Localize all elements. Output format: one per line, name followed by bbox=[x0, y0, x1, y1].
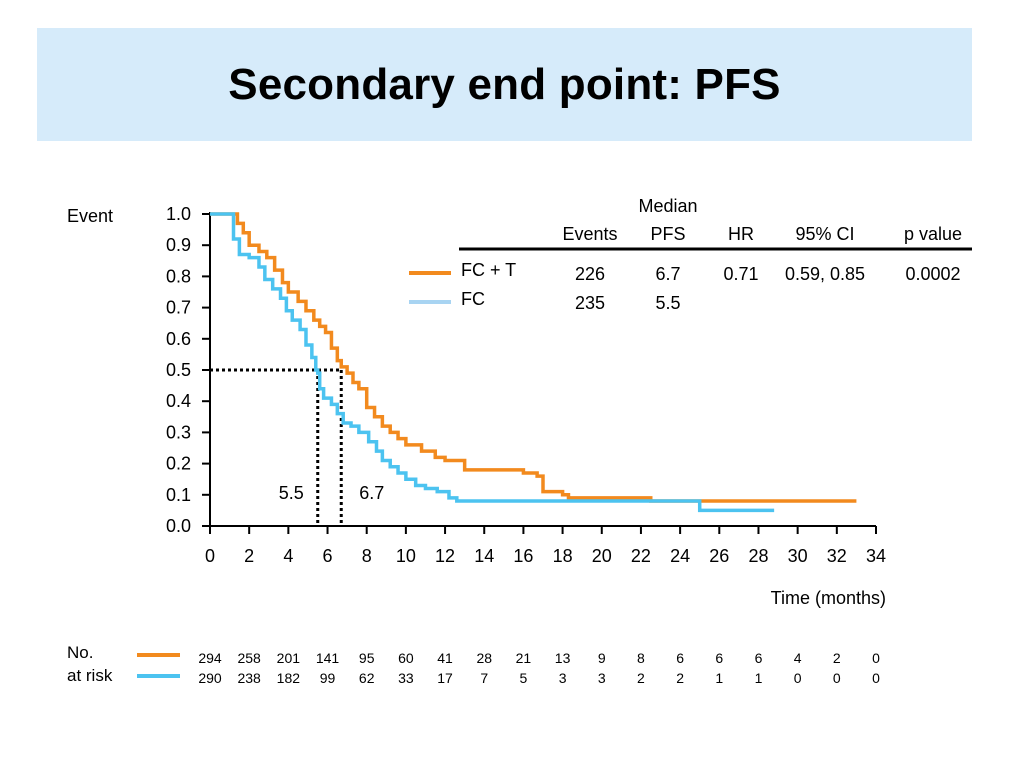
at-risk-fct-value: 294 bbox=[198, 650, 222, 666]
table-cell-pfs: 5.5 bbox=[655, 293, 680, 313]
at-risk-fc-value: 1 bbox=[755, 670, 763, 686]
at-risk-fct-value: 258 bbox=[237, 650, 261, 666]
y-tick-label: 0.2 bbox=[166, 454, 191, 474]
title-band: Secondary end point: PFS bbox=[37, 28, 972, 141]
y-axis-title: Event bbox=[67, 206, 113, 226]
y-tick-label: 1.0 bbox=[166, 204, 191, 224]
slide-title: Secondary end point: PFS bbox=[228, 59, 781, 109]
at-risk-fct-value: 2 bbox=[833, 650, 841, 666]
at-risk-fct-value: 41 bbox=[437, 650, 453, 666]
x-tick-label: 26 bbox=[709, 546, 729, 566]
at-risk-fct-value: 60 bbox=[398, 650, 414, 666]
at-risk-fc-value: 62 bbox=[359, 670, 375, 686]
at-risk-fct-value: 201 bbox=[277, 650, 301, 666]
at-risk-label-2: at risk bbox=[67, 666, 113, 685]
at-risk-fct-value: 6 bbox=[715, 650, 723, 666]
at-risk-fc-value: 33 bbox=[398, 670, 414, 686]
at-risk-fc-value: 238 bbox=[237, 670, 261, 686]
table-header-p: p value bbox=[904, 224, 962, 244]
at-risk-fct-value: 4 bbox=[794, 650, 802, 666]
x-tick-label: 20 bbox=[592, 546, 612, 566]
at-risk-fc-value: 3 bbox=[598, 670, 606, 686]
legend-label: FC + T bbox=[461, 260, 516, 280]
y-tick-label: 0.9 bbox=[166, 235, 191, 255]
x-tick-label: 16 bbox=[513, 546, 533, 566]
at-risk-fc-value: 0 bbox=[833, 670, 841, 686]
y-tick-label: 0.8 bbox=[166, 266, 191, 286]
y-tick-label: 0.6 bbox=[166, 329, 191, 349]
median-label-fct: 6.7 bbox=[359, 483, 384, 503]
at-risk-fc-value: 7 bbox=[480, 670, 488, 686]
fc-t-curve bbox=[210, 212, 857, 503]
at-risk-fct-value: 9 bbox=[598, 650, 606, 666]
x-tick-label: 14 bbox=[474, 546, 494, 566]
at-risk-fc-value: 5 bbox=[520, 670, 528, 686]
table-cell-p: 0.0002 bbox=[905, 264, 960, 284]
table-cell-events: 226 bbox=[575, 264, 605, 284]
at-risk-fct-value: 8 bbox=[637, 650, 645, 666]
x-tick-label: 8 bbox=[362, 546, 372, 566]
x-tick-label: 0 bbox=[205, 546, 215, 566]
legend-label: FC bbox=[461, 289, 485, 309]
at-risk-fc-value: 99 bbox=[320, 670, 336, 686]
table-cell-ci: 0.59, 0.85 bbox=[785, 264, 865, 284]
at-risk-fct-value: 95 bbox=[359, 650, 375, 666]
at-risk-fc-value: 2 bbox=[637, 670, 645, 686]
table-header-hr: HR bbox=[728, 224, 754, 244]
x-tick-label: 10 bbox=[396, 546, 416, 566]
x-tick-label: 28 bbox=[748, 546, 768, 566]
table-cell-hr: 0.71 bbox=[723, 264, 758, 284]
at-risk-fc-value: 17 bbox=[437, 670, 453, 686]
at-risk-fct-value: 21 bbox=[516, 650, 532, 666]
at-risk-fct-value: 6 bbox=[755, 650, 763, 666]
x-tick-label: 4 bbox=[283, 546, 293, 566]
table-header-events: Events bbox=[562, 224, 617, 244]
x-tick-label: 6 bbox=[323, 546, 333, 566]
at-risk-fc-value: 290 bbox=[198, 670, 222, 686]
at-risk-label-1: No. bbox=[67, 643, 93, 662]
at-risk-fc-value: 3 bbox=[559, 670, 567, 686]
y-tick-label: 0.0 bbox=[166, 516, 191, 536]
x-tick-label: 18 bbox=[553, 546, 573, 566]
at-risk-fc-value: 0 bbox=[794, 670, 802, 686]
x-axis-title: Time (months) bbox=[771, 588, 886, 608]
y-tick-label: 0.7 bbox=[166, 298, 191, 318]
at-risk-fct-value: 6 bbox=[676, 650, 684, 666]
x-tick-label: 22 bbox=[631, 546, 651, 566]
x-tick-label: 34 bbox=[866, 546, 886, 566]
at-risk-fct-value: 141 bbox=[316, 650, 340, 666]
fc-curve bbox=[210, 212, 775, 513]
y-tick-label: 0.1 bbox=[166, 485, 191, 505]
x-tick-label: 32 bbox=[827, 546, 847, 566]
at-risk-fc-value: 182 bbox=[277, 670, 301, 686]
table-header-ci: 95% CI bbox=[795, 224, 854, 244]
y-tick-label: 0.5 bbox=[166, 360, 191, 380]
y-tick-label: 0.4 bbox=[166, 391, 191, 411]
table-header-pfs: PFS bbox=[650, 224, 685, 244]
x-tick-label: 30 bbox=[788, 546, 808, 566]
at-risk-fct-value: 0 bbox=[872, 650, 880, 666]
table-header-median: Median bbox=[638, 196, 697, 216]
at-risk-fc-value: 2 bbox=[676, 670, 684, 686]
x-tick-label: 24 bbox=[670, 546, 690, 566]
at-risk-fc-value: 0 bbox=[872, 670, 880, 686]
at-risk-fc-value: 1 bbox=[715, 670, 723, 686]
at-risk-fct-value: 28 bbox=[476, 650, 492, 666]
y-tick-label: 0.3 bbox=[166, 422, 191, 442]
median-label-fc: 5.5 bbox=[279, 483, 304, 503]
x-tick-label: 12 bbox=[435, 546, 455, 566]
at-risk-fct-value: 13 bbox=[555, 650, 571, 666]
x-tick-label: 2 bbox=[244, 546, 254, 566]
table-cell-pfs: 6.7 bbox=[655, 264, 680, 284]
table-cell-events: 235 bbox=[575, 293, 605, 313]
